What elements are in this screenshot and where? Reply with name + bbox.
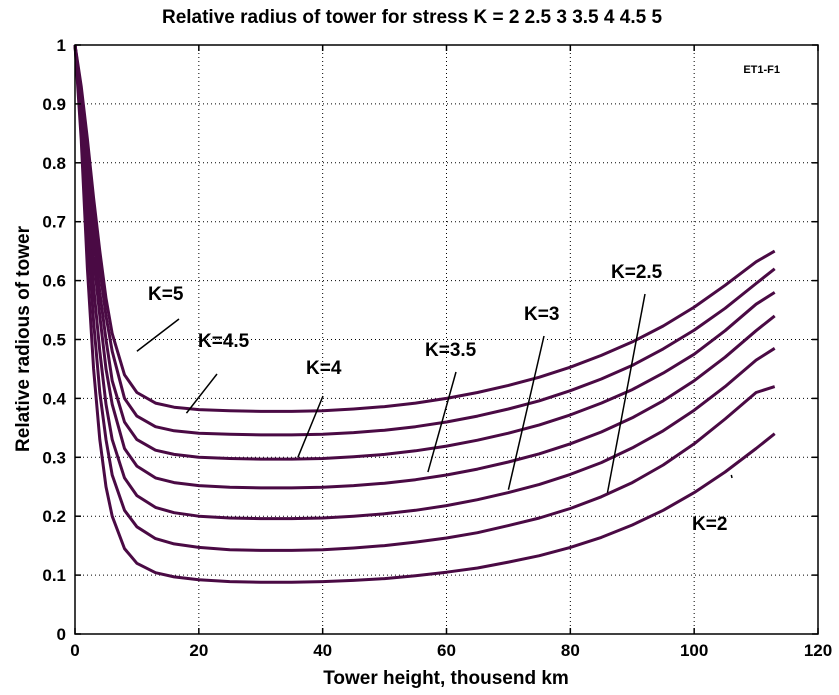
series-line-k-2-5 xyxy=(73,44,776,552)
axis-ticks: 0 20 40 60 80 100 120 0 0.1 0.2 0.3 0.4 0.5 0.6 0.7 0.8… xyxy=(42,36,832,660)
curve-label-k-2: K=2 xyxy=(692,514,727,535)
curve-label-k-3-5: K=3.5 xyxy=(425,340,477,361)
x-tick-label: 60 xyxy=(437,641,456,660)
chart-title: Relative radius of tower for stress K = … xyxy=(162,7,662,28)
series-line-k-3 xyxy=(73,44,776,521)
y-tick-label: 1 xyxy=(57,36,66,55)
y-tick-label: 0.3 xyxy=(42,448,66,467)
series-line-k-2 xyxy=(73,44,776,584)
curve-label-k-2-5: K=2.5 xyxy=(611,262,663,283)
y-tick-label: 0.9 xyxy=(42,95,66,114)
curve-label-k-4-5: K=4.5 xyxy=(198,331,250,352)
series-line-k-5 xyxy=(73,44,776,413)
leader-line-k-3 xyxy=(507,335,545,490)
y-tick-label: 0.4 xyxy=(42,389,66,408)
curve-label-k-5: K=5 xyxy=(148,284,184,305)
x-tick-label: 40 xyxy=(313,641,332,660)
leader-line-k-5 xyxy=(136,318,180,352)
y-tick-label: 0.7 xyxy=(42,213,66,232)
y-tick-label: 0.6 xyxy=(42,272,66,291)
curve-label-k-3: K=3 xyxy=(524,304,559,325)
leader-line-k-4-5 xyxy=(185,373,218,414)
series-lines xyxy=(73,44,776,584)
leader-line-k-2 xyxy=(730,474,733,479)
curve-annotations: K=5 K=4.5 K=4 K=3.5 K=3 K=2.5 K=2 xyxy=(136,262,733,535)
leader-line-k-3-5 xyxy=(427,371,457,473)
x-tick-label: 100 xyxy=(680,641,708,660)
figure-id-tag: ET1-F1 xyxy=(743,64,780,76)
y-tick-label: 0.2 xyxy=(42,507,66,526)
series-line-k-4 xyxy=(73,44,776,461)
x-tick-label: 120 xyxy=(804,641,832,660)
y-tick-label: 0.1 xyxy=(42,566,66,585)
x-axis-label: Tower height, thousend km xyxy=(323,668,569,689)
y-tick-label: 0.8 xyxy=(42,154,66,173)
leader-line-k-2-5 xyxy=(606,293,646,493)
series-line-k-4-5 xyxy=(73,44,776,437)
y-axis-label: Relative radious of tower xyxy=(13,225,34,452)
series-line-k-3-5 xyxy=(73,44,776,490)
y-tick-label: 0 xyxy=(57,625,66,644)
curve-label-k-4: K=4 xyxy=(306,358,342,379)
x-tick-label: 80 xyxy=(561,641,580,660)
x-tick-label: 20 xyxy=(189,641,208,660)
x-tick-label: 0 xyxy=(70,641,79,660)
leader-line-k-4 xyxy=(297,395,324,458)
y-tick-label: 0.5 xyxy=(42,331,66,350)
